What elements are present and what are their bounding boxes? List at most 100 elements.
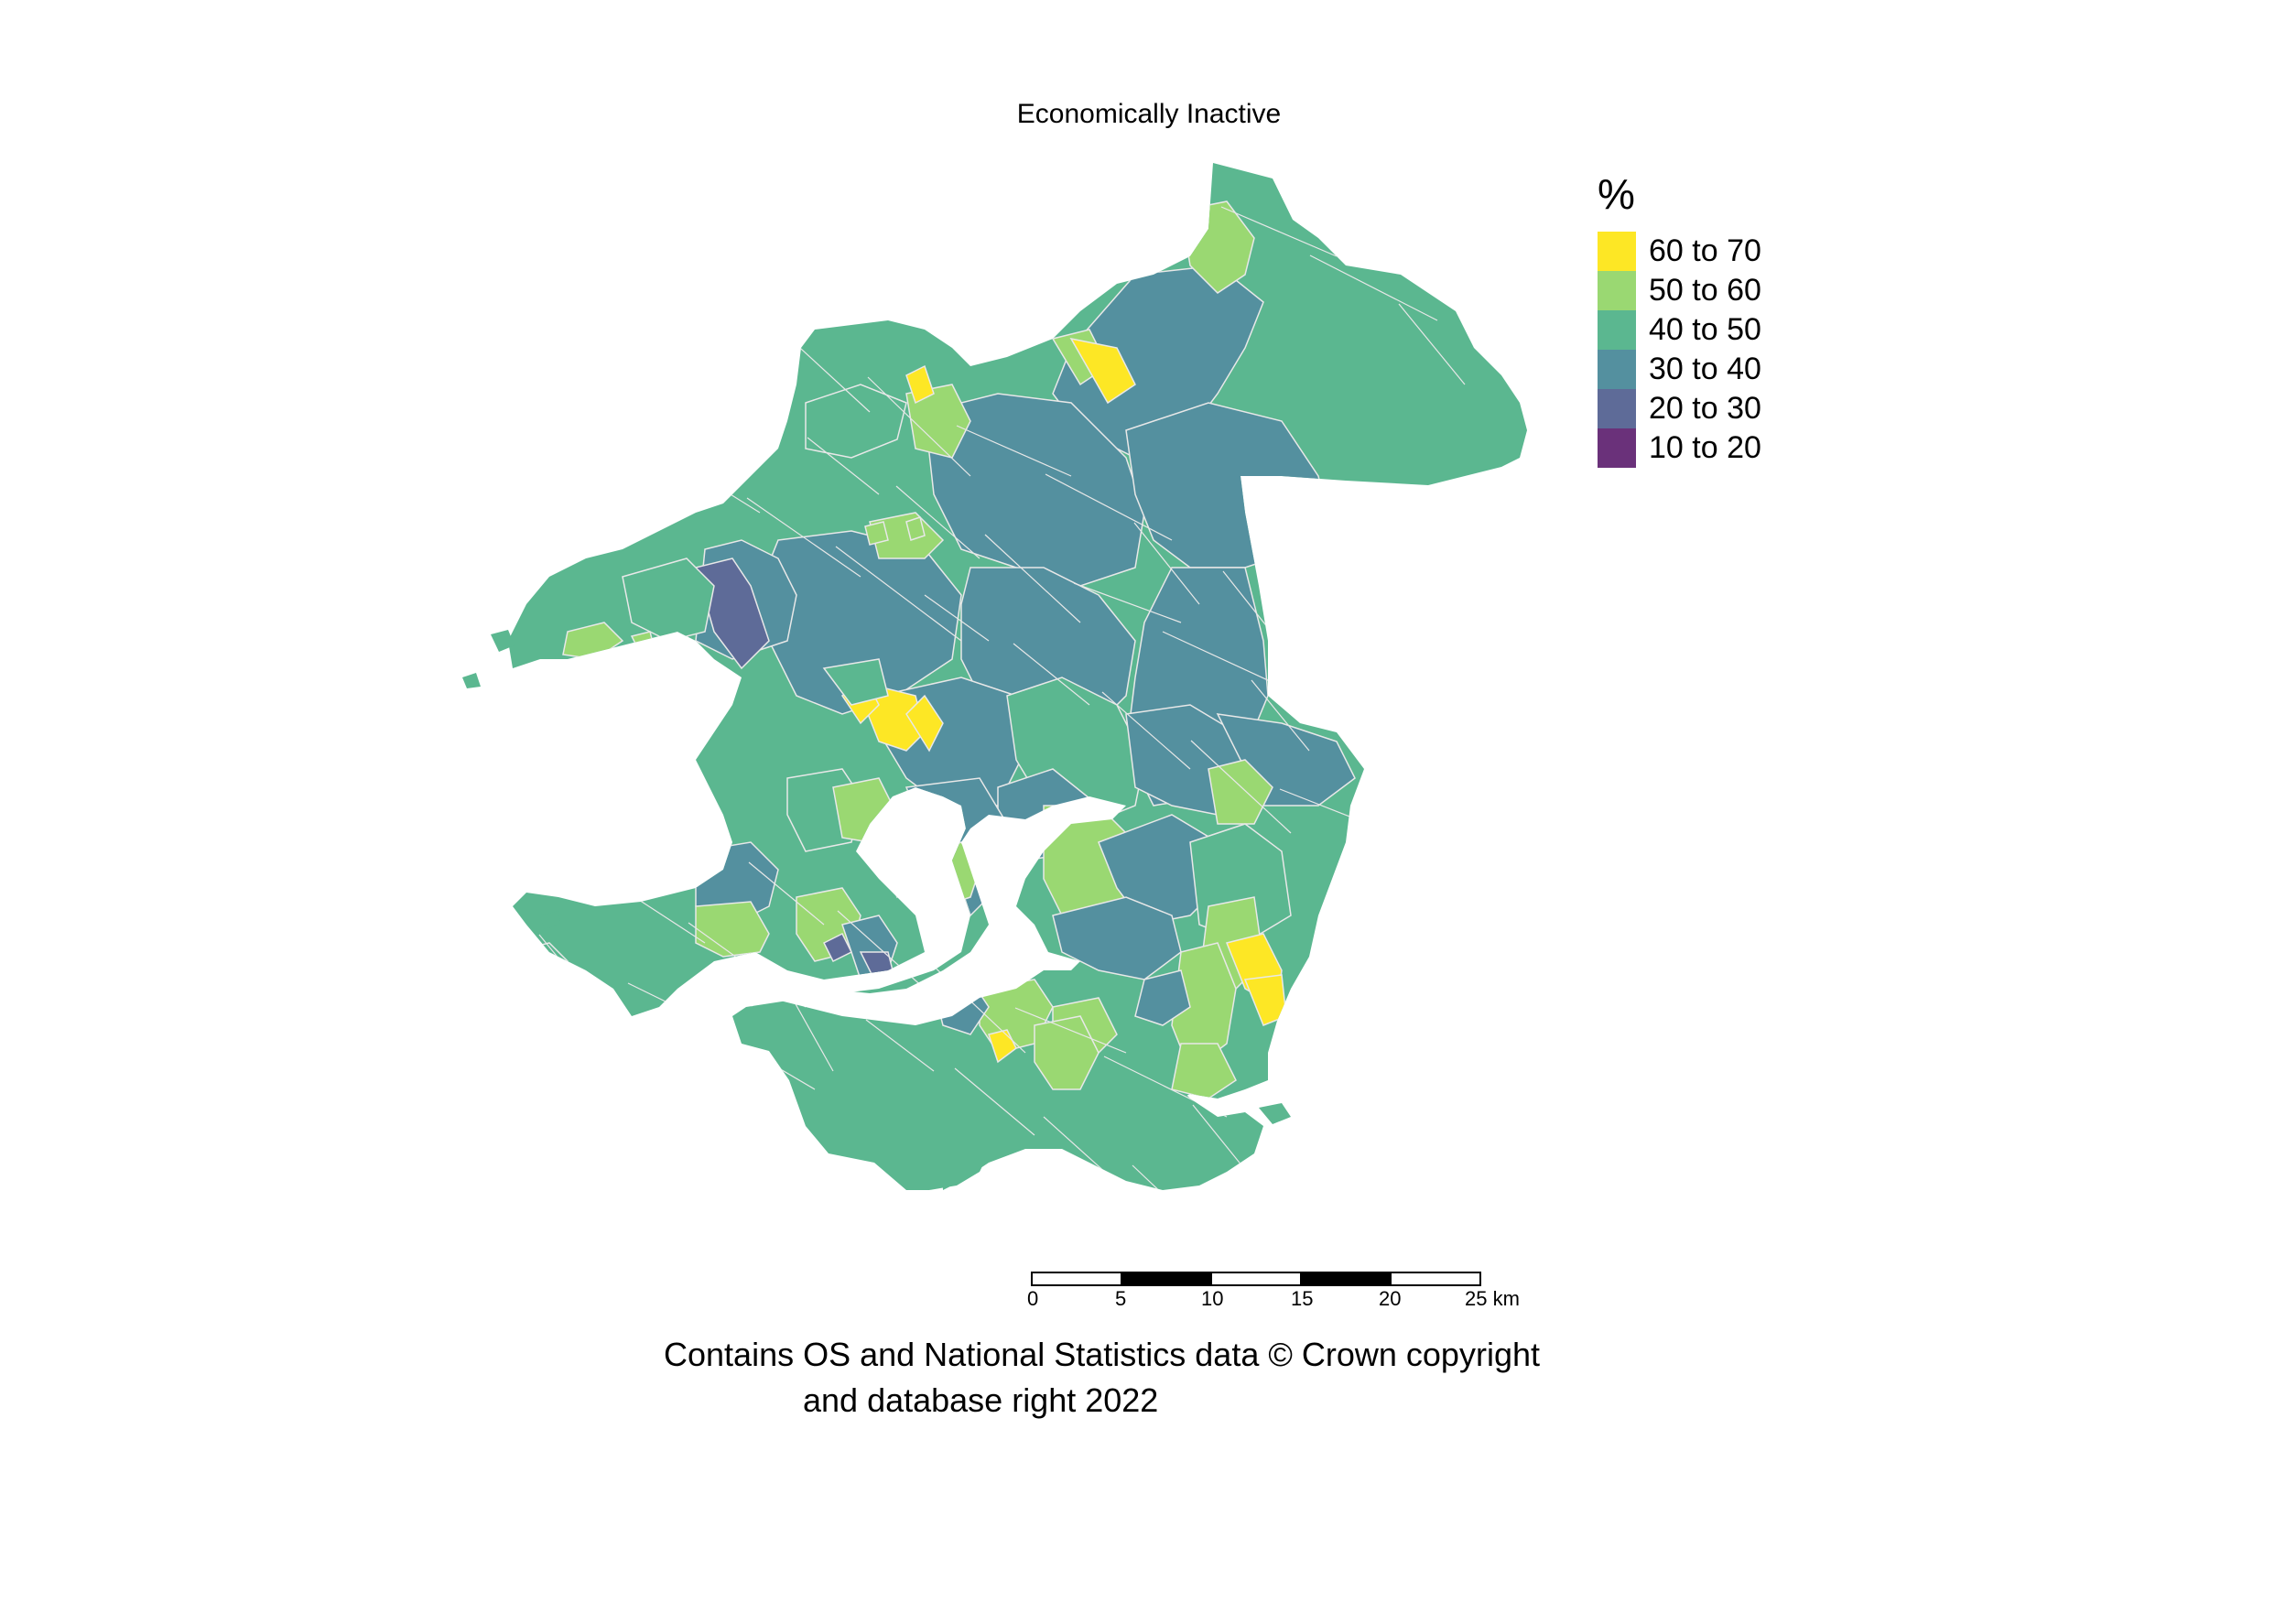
- credit-line-2: and database right 2022: [803, 1381, 1159, 1419]
- legend-label: 30 to 40: [1649, 352, 1761, 386]
- map-region: [622, 558, 715, 642]
- scale-bar-graphic: [1031, 1272, 1481, 1286]
- region-boundary: [601, 231, 669, 285]
- map-region: [988, 301, 1045, 349]
- legend-label: 40 to 50: [1649, 312, 1761, 347]
- region-boundary: [1013, 643, 1090, 706]
- region-boundary: [1517, 825, 1527, 880]
- map-region: [864, 521, 889, 546]
- legend-swatch: [1598, 428, 1636, 468]
- map-region: [869, 512, 945, 559]
- region-boundary: [835, 546, 962, 642]
- map-region: [905, 364, 935, 405]
- region-boundary: [1014, 1007, 1127, 1054]
- legend-item: 10 to 20: [1598, 428, 1761, 468]
- region-boundary: [1281, 1153, 1356, 1190]
- map-region: [695, 901, 770, 958]
- map-region: [905, 516, 926, 541]
- region-boundary: [1489, 716, 1527, 797]
- region-boundary: [540, 291, 651, 367]
- legend-swatch: [1598, 389, 1636, 428]
- legend-swatch: [1598, 350, 1636, 389]
- map-region: [630, 631, 655, 655]
- region-boundary: [1311, 619, 1402, 669]
- credit-text: Contains OS and National Statistics data…: [664, 1332, 1540, 1424]
- island: [491, 630, 515, 652]
- region-boundary: [1458, 243, 1527, 303]
- map-region: [924, 393, 1145, 587]
- scale-label: 25 km: [1465, 1287, 1520, 1310]
- map-region: [822, 658, 889, 706]
- region-boundary: [570, 764, 697, 861]
- map-region: [905, 384, 971, 459]
- island: [462, 673, 481, 688]
- map-region: [1134, 969, 1191, 1026]
- region-boundary: [1073, 582, 1182, 623]
- region-boundary: [512, 182, 569, 221]
- legend-swatch: [1598, 271, 1636, 310]
- scale-label: 15: [1291, 1287, 1314, 1310]
- legend-label: 60 to 70: [1649, 233, 1761, 268]
- map-region: [1069, 337, 1136, 405]
- region-boundary: [718, 388, 779, 431]
- region-boundary: [1398, 303, 1466, 385]
- legend-item: 60 to 70: [1598, 232, 1761, 271]
- region-boundary: [984, 534, 1081, 623]
- region-boundary: [1400, 667, 1502, 733]
- map-region: [1208, 759, 1273, 825]
- region-boundary: [895, 485, 980, 559]
- region-boundary: [689, 279, 770, 349]
- legend-swatch: [1598, 232, 1636, 271]
- map-region: [1171, 942, 1237, 1073]
- scale-label: 20: [1379, 1287, 1402, 1310]
- legend-label: 10 to 20: [1649, 430, 1761, 465]
- region-boundary: [865, 1019, 935, 1072]
- legend-swatch: [1598, 310, 1636, 350]
- island: [540, 911, 560, 929]
- legend-label: 50 to 60: [1649, 273, 1761, 308]
- region-boundary: [924, 594, 990, 642]
- region-boundary: [1370, 194, 1457, 239]
- region-boundary: [1132, 1164, 1237, 1190]
- region-boundary: [657, 449, 761, 514]
- region-boundary: [807, 437, 880, 495]
- region-boundary: [954, 1067, 1035, 1136]
- legend-item: 50 to 60: [1598, 271, 1761, 310]
- region-boundary: [629, 340, 752, 431]
- map-region: [1034, 1015, 1100, 1090]
- legend-items: 60 to 70 50 to 60 40 to 50 30 to 40 20 to 30…: [1598, 232, 1761, 468]
- region-boundary: [1457, 885, 1521, 962]
- scale-label: 0: [1027, 1287, 1039, 1310]
- map-region: [822, 932, 853, 963]
- region-boundary: [748, 861, 825, 926]
- legend-item: 40 to 50: [1598, 310, 1761, 350]
- island: [1259, 1103, 1291, 1124]
- map-region: [905, 694, 944, 752]
- region-boundary: [1428, 776, 1511, 816]
- scale-label: 5: [1115, 1287, 1127, 1310]
- legend-item: 20 to 30: [1598, 389, 1761, 428]
- map-title: Economically Inactive: [1016, 99, 1282, 129]
- map-region: [530, 777, 587, 834]
- scale-label: 10: [1201, 1287, 1224, 1310]
- legend: % 60 to 70 50 to 60 40 to 50 30 to 40 20 to …: [1598, 169, 1761, 468]
- region-boundary: [1251, 679, 1310, 752]
- region-boundary: [1368, 837, 1493, 898]
- region-boundary: [1162, 631, 1283, 687]
- credit-line-1: Contains OS and National Statistics data…: [664, 1336, 1540, 1373]
- region-boundary: [1220, 206, 1338, 257]
- legend-title: %: [1598, 170, 1635, 218]
- region-boundary: [1101, 691, 1191, 770]
- region-boundary: [1309, 254, 1438, 321]
- map-region: [805, 384, 907, 459]
- legend-label: 20 to 30: [1649, 391, 1761, 426]
- estuary-water: [751, 796, 1126, 1025]
- region-boundary: [569, 400, 660, 449]
- region-boundary: [659, 813, 724, 861]
- map-region: [1052, 896, 1182, 980]
- region-boundary: [1045, 473, 1173, 541]
- region-boundary: [1133, 522, 1200, 605]
- region-boundary: [956, 425, 1072, 477]
- region-boundary: [746, 497, 861, 578]
